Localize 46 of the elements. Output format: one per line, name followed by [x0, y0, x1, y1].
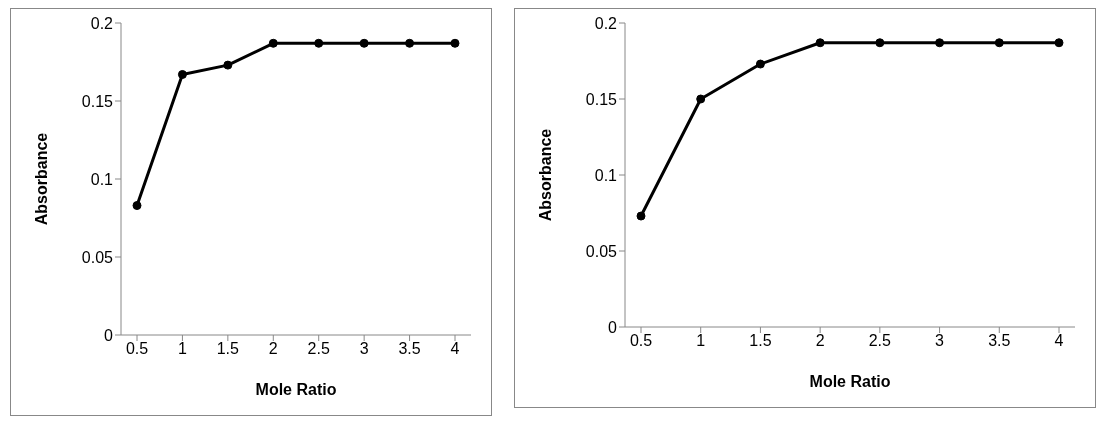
point — [177, 69, 187, 79]
y-tick-label: 0.15 — [81, 92, 114, 110]
x-axis-title: Mole Ratio — [255, 381, 337, 398]
y-axis-title: Absorbance — [536, 128, 554, 222]
x-tick-label: 3 — [359, 340, 369, 358]
point — [314, 38, 324, 48]
x-tick-label: 1 — [696, 332, 706, 350]
point — [755, 59, 765, 69]
point — [223, 60, 233, 70]
x-axis-title: Mole Ratio — [809, 373, 891, 390]
y-tick-label: 0.1 — [594, 166, 618, 184]
point — [636, 211, 646, 221]
x-tick-label: 2 — [268, 340, 278, 358]
y-tick-label: 0 — [608, 318, 618, 336]
point — [359, 38, 369, 48]
x-tick-label: 3.5 — [988, 332, 1011, 350]
y-tick-label: 0.15 — [585, 90, 618, 108]
point — [450, 38, 460, 48]
y-tick-label: 0.05 — [585, 242, 618, 260]
y-tick-label: 0.1 — [90, 170, 114, 188]
x-tick-label: 1.5 — [749, 332, 772, 350]
point — [405, 38, 415, 48]
point — [132, 201, 142, 211]
x-tick-label: 1.5 — [216, 340, 240, 358]
y-tick-label: 0.2 — [594, 14, 618, 32]
point — [875, 38, 885, 48]
point — [815, 38, 825, 48]
x-tick-label: 4 — [450, 340, 460, 358]
point — [1054, 38, 1064, 48]
point — [935, 38, 945, 48]
point — [994, 38, 1004, 48]
point — [696, 94, 706, 104]
x-tick-label: 3.5 — [398, 340, 421, 358]
y-tick-label: 0.2 — [90, 14, 114, 32]
x-tick-label: 4 — [1054, 332, 1064, 350]
x-tick-label: 0.5 — [125, 340, 149, 358]
x-tick-label: 2 — [815, 332, 825, 350]
x-tick-label: 1 — [177, 340, 187, 358]
x-tick-label: 3 — [935, 332, 945, 350]
y-tick-label: 0.05 — [81, 248, 114, 266]
x-tick-label: 0.5 — [629, 332, 653, 350]
y-tick-label: 0 — [104, 326, 114, 344]
x-tick-label: 2.5 — [868, 332, 892, 350]
x-tick-label: 2.5 — [307, 340, 330, 358]
y-axis-title: Absorbance — [32, 132, 50, 226]
point — [268, 38, 278, 48]
